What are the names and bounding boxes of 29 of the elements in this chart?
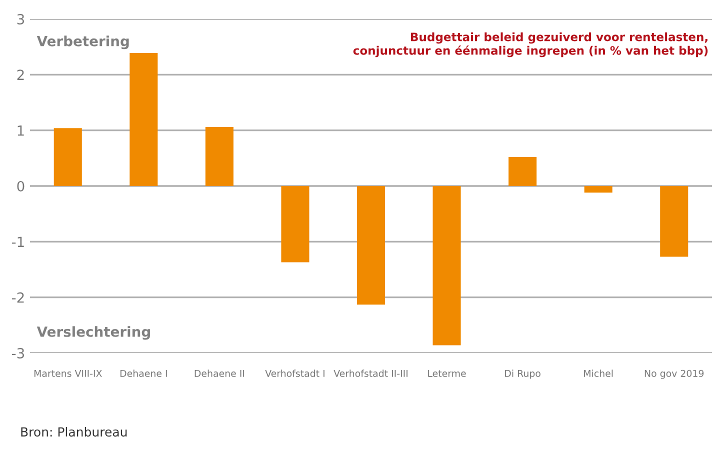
bar [660,186,688,257]
y-tick-label: 2 [17,70,24,80]
y-tick-label: 0 [17,180,24,192]
y-tick-label: -3 [12,348,24,358]
y-tick-label: 3 [17,14,24,24]
x-tick-label: Verhofstadt II-III [334,370,408,377]
x-tick-label: Di Rupo [505,370,540,379]
x-tick-label: Leterme [428,370,466,377]
bar [130,52,158,186]
x-tick-label: Dehaene II [194,370,244,377]
bar [281,186,310,262]
x-tick-label: Martens VIII-IX [34,370,102,377]
bar [508,157,537,186]
annotation: Verbetering [36,36,129,50]
bar [356,186,386,305]
y-tick-label: -1 [12,236,24,247]
annotation: Verslechtering [36,326,150,340]
y-tick-label: 1 [18,125,24,136]
y-tick-label: -2 [12,292,24,303]
x-tick-label: Dehaene I [120,370,167,377]
x-tick-label: No gov 2019 [644,370,704,379]
bar [205,126,234,186]
bar [432,186,461,346]
x-tick-label: Michel [584,370,613,377]
text: Budgettair beleid gezuiverd voor rentelasten, conjunctuur en éénmalige ingrepen (in % van het bbp) [353,32,708,58]
text: Bron: Planbureau [21,426,127,437]
x-tick-label: Verhofstadt I [265,370,324,377]
bar [54,128,82,186]
bar [584,186,612,193]
